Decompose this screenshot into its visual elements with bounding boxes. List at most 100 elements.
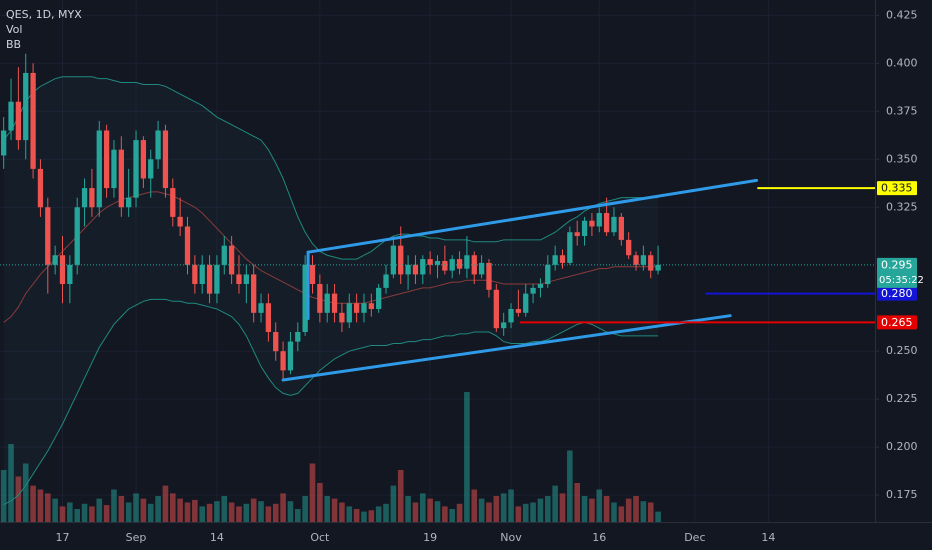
- candle-body: [184, 226, 191, 265]
- candle-body: [199, 264, 205, 285]
- volume-bar: [214, 501, 220, 522]
- candle-body: [545, 264, 551, 285]
- trendline: [281, 314, 732, 382]
- candle-body: [537, 284, 544, 288]
- bb-line: [3, 298, 659, 506]
- volume-bar: [243, 503, 250, 522]
- volume-bar: [22, 463, 29, 522]
- y-tick-label: 0.175: [886, 488, 918, 501]
- volume-bar: [537, 498, 544, 522]
- candle-body: [589, 220, 595, 227]
- volume-bar: [552, 485, 558, 522]
- candle-body: [464, 255, 470, 269]
- y-tick-label: 0.400: [886, 56, 918, 69]
- volume-bar: [442, 506, 448, 522]
- volume-bar: [375, 506, 382, 522]
- volume-bar: [272, 503, 279, 522]
- candle-body: [559, 255, 566, 263]
- volume-bar: [500, 493, 507, 522]
- candle-body: [148, 159, 154, 179]
- candle-body: [96, 130, 102, 208]
- volume-bar: [265, 506, 272, 522]
- volume-bar: [170, 493, 176, 522]
- volume-bar: [155, 496, 161, 522]
- volume-bar: [471, 489, 478, 522]
- volume-bar: [545, 496, 551, 522]
- candle-body: [126, 197, 132, 208]
- candle-body: [449, 259, 455, 271]
- candle-body: [405, 264, 411, 275]
- candle-body: [486, 262, 492, 290]
- candle-body: [280, 351, 286, 371]
- candle-body: [324, 293, 330, 313]
- candle-body: [133, 140, 139, 198]
- x-tick-label: 14: [210, 531, 224, 544]
- candle-body: [626, 239, 632, 256]
- y-tick-label: 0.425: [886, 8, 918, 21]
- candle-body: [287, 341, 294, 371]
- candle-body: [59, 255, 66, 285]
- volume-bar: [611, 502, 617, 522]
- volume-bar: [192, 499, 198, 522]
- candle-body: [309, 264, 316, 285]
- indicator-legend: Vol: [6, 23, 22, 36]
- candle-body: [37, 168, 44, 208]
- candle-body: [574, 232, 580, 237]
- volume-bar: [456, 503, 463, 522]
- candle-body: [214, 264, 220, 294]
- volume-bar: [199, 506, 205, 522]
- volume-bar: [67, 502, 73, 522]
- candle-body: [111, 149, 117, 189]
- volume-bar: [287, 501, 294, 522]
- volume-bar: [493, 496, 500, 522]
- candle-body: [243, 274, 249, 285]
- candle-body: [567, 232, 573, 263]
- volume-bar: [228, 502, 235, 522]
- volume-bar: [567, 450, 573, 522]
- candle-body: [434, 261, 441, 265]
- candle-body: [52, 255, 58, 265]
- volume-bar: [221, 496, 228, 522]
- x-tick-label: 16: [592, 531, 606, 544]
- volume-bar: [45, 493, 51, 522]
- plot-area: [0, 0, 875, 522]
- volume-bar: [177, 498, 183, 522]
- y-tick-label: 0.200: [886, 440, 918, 453]
- candle-body: [603, 213, 610, 233]
- candle-body: [581, 220, 588, 237]
- indicator-legend: BB: [6, 38, 21, 51]
- volume-bar: [331, 498, 338, 522]
- volume-bar: [147, 503, 154, 522]
- volume-bar: [280, 493, 286, 522]
- candle-body: [552, 255, 558, 265]
- y-tick-label: 0.250: [886, 344, 918, 357]
- volume-bar: [0, 470, 7, 522]
- volume-bar: [368, 510, 375, 522]
- candle-body: [177, 216, 183, 227]
- price-badge: [877, 286, 917, 301]
- volume-bar: [324, 496, 330, 522]
- candle-body: [170, 188, 176, 217]
- volume-bar: [390, 485, 397, 522]
- candle-body: [456, 259, 463, 269]
- volume-bar: [640, 501, 647, 522]
- candle-body: [648, 255, 654, 271]
- y-tick-label: 0.325: [886, 200, 918, 213]
- volume-bar: [464, 392, 470, 522]
- last-price-label: 0.295: [881, 258, 913, 271]
- volume-bar: [125, 502, 132, 522]
- candle-body: [515, 308, 522, 313]
- candle-body: [353, 303, 360, 313]
- candle-body: [265, 303, 272, 333]
- volume-bar: [412, 502, 419, 522]
- symbol-legend: QES, 1D, MYX: [6, 8, 82, 21]
- volume-bar: [309, 463, 316, 522]
- candle-body: [295, 332, 301, 342]
- volume-bar: [596, 489, 603, 522]
- volume-bar: [30, 485, 36, 522]
- x-tick-label: Oct: [310, 531, 330, 544]
- candle-body: [501, 322, 507, 329]
- volume-bar: [15, 476, 22, 522]
- volume-bar: [383, 503, 389, 522]
